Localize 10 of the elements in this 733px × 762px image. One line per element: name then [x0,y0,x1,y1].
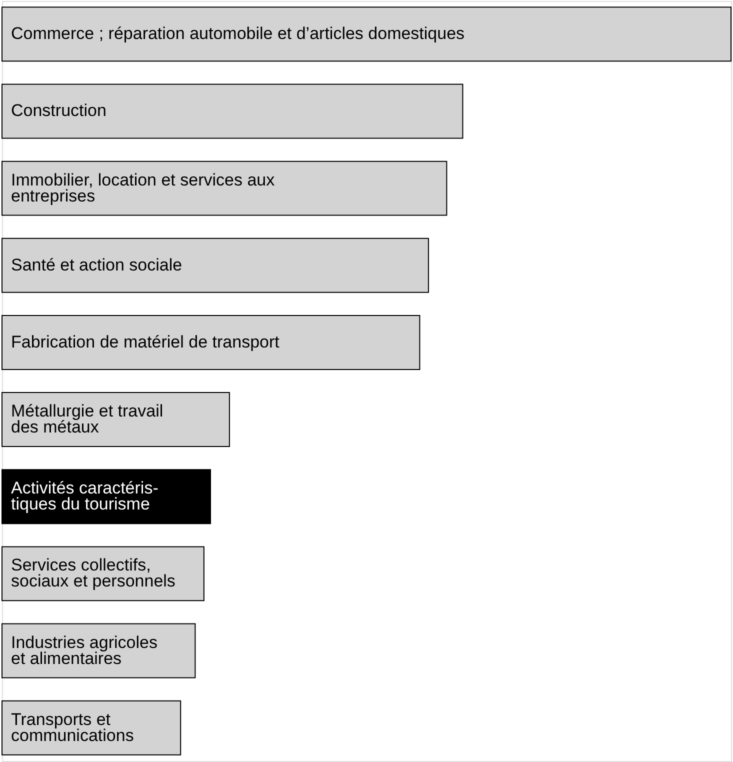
y-tick-label: Santé et action sociale [11,255,182,274]
y-tick-label: Services collectifs, sociaux et personnels [11,556,176,591]
y-tick-label: Industries agricoles et alimentaires [11,632,158,668]
y-tick-label: Transports et communications [11,710,134,745]
y-tick-label: Immobilier, location et services aux entreprises [11,170,276,206]
y-tick-label: Fabrication de matériel de transport [11,332,280,352]
y-tick-label: Métallurgie et travail des métaux [11,402,164,437]
y-tick-label: Commerce ; réparation automobile et d’articles domestiques [11,24,465,44]
y-tick-label: Activités caractéris- tiques du tourisme [11,478,158,514]
y-tick-label: Construction [11,101,106,120]
